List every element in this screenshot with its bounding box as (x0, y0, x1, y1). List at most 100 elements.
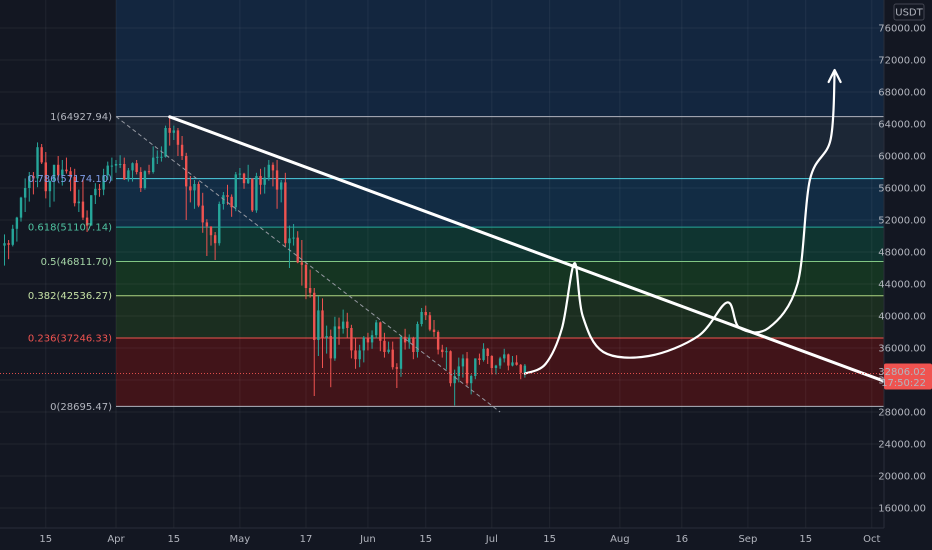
fib-level-label: 1(64927.94) (50, 112, 112, 123)
candle (374, 320, 378, 339)
candle (358, 344, 361, 368)
candle-body (40, 147, 43, 163)
candle (77, 189, 81, 212)
candle-body (403, 336, 407, 343)
candle-body (218, 204, 221, 244)
candle-body (118, 164, 122, 165)
candle-body (486, 348, 489, 356)
candle-body (255, 176, 258, 211)
candle-body (428, 315, 432, 330)
last-price-badge (884, 363, 932, 390)
fib-level-label: 0.786(57174.10) (28, 174, 112, 185)
price-tick-label: 56000.00 (878, 184, 926, 195)
time-axis-background (0, 528, 884, 550)
candle (234, 172, 237, 212)
candle-body (354, 350, 357, 360)
price-tick-label: 48000.00 (878, 248, 926, 259)
candle (135, 160, 138, 175)
candle (420, 308, 423, 327)
time-tick-label: 15 (799, 534, 812, 545)
candle-body (226, 195, 229, 197)
candle (11, 224, 14, 247)
candle (507, 353, 510, 371)
candle-body (110, 165, 114, 167)
candle (65, 157, 68, 174)
candle (346, 312, 349, 339)
candle-body (242, 173, 246, 184)
fib-level-label: 0.618(51107.14) (28, 223, 112, 234)
candle-body (503, 354, 506, 359)
price-axis[interactable]: 76000.00 72000.00 68000.00 64000.00 60000.00… (878, 0, 932, 550)
price-tick-label: 44000.00 (878, 280, 926, 291)
time-tick-label: May (230, 534, 251, 545)
price-tick-label: 52000.00 (878, 216, 926, 227)
candle (151, 146, 155, 174)
candle-body (127, 170, 130, 180)
candle (341, 309, 345, 334)
candle-body (511, 362, 514, 366)
candle-body (325, 336, 328, 338)
candle (102, 168, 105, 196)
candle (114, 160, 118, 173)
candle (218, 201, 221, 246)
candle (189, 176, 192, 203)
candle (333, 316, 337, 361)
candle-body (469, 376, 473, 384)
candle-body (296, 237, 299, 263)
candle (118, 155, 122, 168)
candle (465, 352, 469, 386)
candle (329, 329, 332, 388)
candle-body (205, 222, 209, 227)
candle (449, 350, 452, 387)
candle (193, 180, 196, 209)
candle (445, 347, 448, 370)
fib-zone-extension (116, 0, 884, 117)
candle-body (482, 348, 485, 360)
projection-path (523, 70, 836, 375)
candle (19, 196, 23, 222)
candle (156, 150, 159, 164)
price-tick-label: 16000.00 (878, 504, 926, 515)
candle-body (416, 324, 419, 352)
candle (73, 168, 76, 207)
price-tick-label: 24000.00 (878, 440, 926, 451)
candle-body (399, 336, 403, 369)
candle-body (185, 156, 188, 187)
candle-body (465, 358, 469, 384)
candle-body (106, 165, 109, 176)
candle (366, 332, 370, 351)
candle (32, 172, 35, 195)
candle (267, 160, 271, 181)
candle-body (490, 356, 494, 368)
candle (197, 181, 200, 208)
candle (511, 356, 514, 367)
candle (337, 317, 341, 345)
candle-body (230, 196, 233, 208)
time-axis[interactable]: 15 Apr 15 May 17 Jun 15 Jul 15 Aug 16 Sep 15 Oct (0, 527, 884, 550)
candle (300, 240, 304, 286)
candle (242, 172, 246, 189)
candle-body (151, 157, 155, 172)
candle-body (172, 130, 176, 133)
candle-body (156, 156, 159, 158)
candle-body (23, 188, 27, 198)
candle (453, 369, 456, 406)
candle (383, 332, 386, 358)
candle-body (164, 128, 167, 157)
projection-arrowhead (827, 68, 842, 84)
fib-zone (116, 227, 884, 262)
candle (3, 234, 6, 266)
candle (56, 156, 60, 180)
fib-trend-dashed-line (115, 116, 501, 413)
candle (263, 167, 266, 194)
candle-body (288, 238, 291, 244)
candle-body (292, 237, 295, 239)
time-tick-label: 15 (167, 534, 180, 545)
candle-body (391, 349, 394, 368)
candle (395, 363, 399, 388)
candle-body (441, 349, 444, 352)
candle-body (98, 188, 101, 190)
candle (350, 324, 353, 359)
